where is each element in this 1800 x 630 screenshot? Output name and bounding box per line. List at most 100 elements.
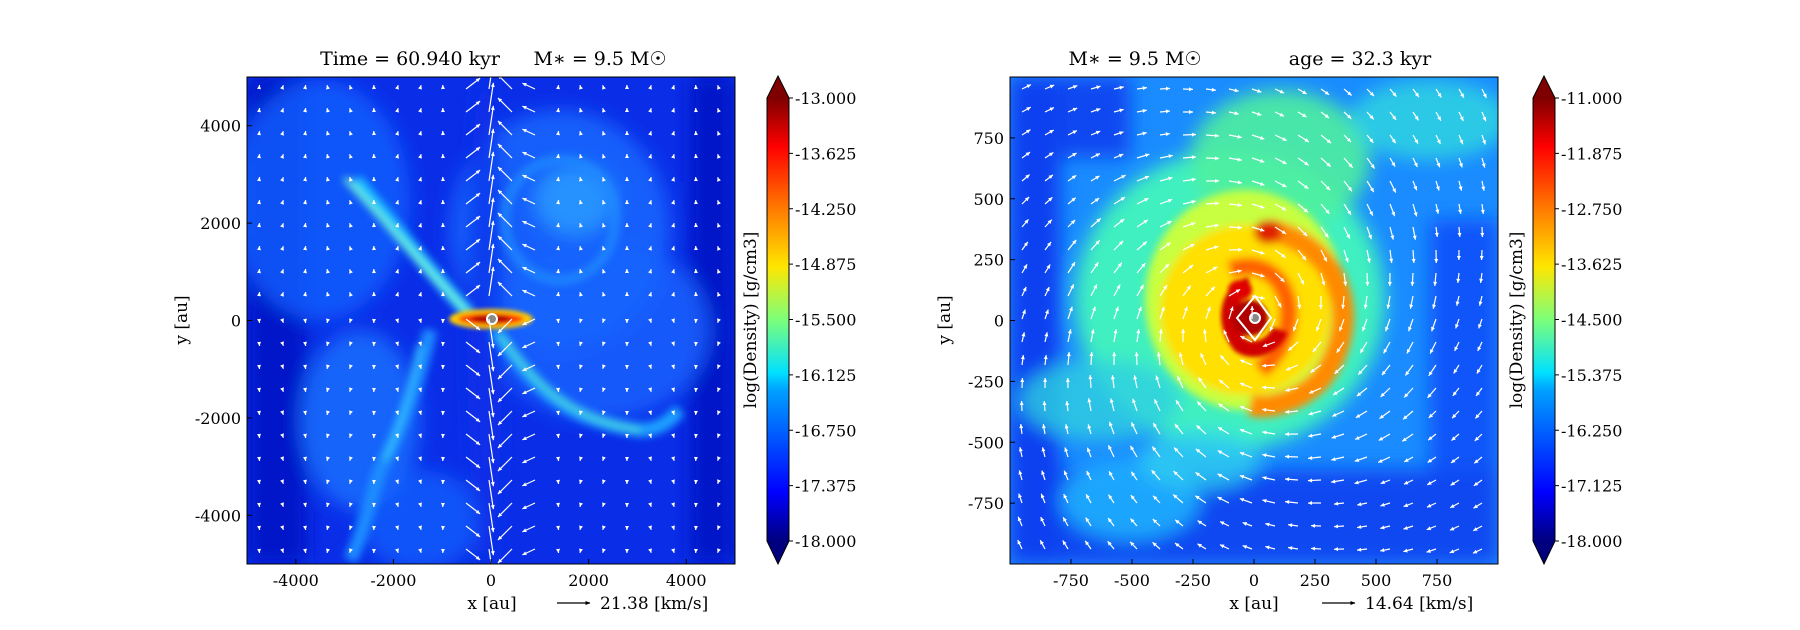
velocity-arrow-head: [1042, 424, 1046, 429]
velocity-arrow-head: [303, 269, 307, 274]
velocity-arrow-head: [579, 456, 583, 461]
velocity-arrow-head: [475, 348, 481, 353]
velocity-arrow-head: [694, 154, 698, 159]
velocity-arrow-head: [1214, 156, 1219, 161]
velocity-arrow-head: [717, 341, 721, 346]
velocity-arrow-head: [1369, 115, 1374, 120]
velocity-arrow-head: [556, 548, 560, 553]
velocity-arrow-head: [671, 177, 675, 182]
velocity-arrow-head: [1023, 264, 1028, 269]
velocity-arrow-head: [1239, 405, 1245, 410]
velocity-arrow-head: [1403, 503, 1409, 508]
velocity-arrow-head: [1288, 523, 1293, 528]
velocity-arrow-head: [1235, 289, 1241, 294]
velocity-arrow-head: [1119, 131, 1124, 136]
velocity-arrow-head: [625, 177, 629, 182]
velocity-arrow-head: [1482, 116, 1487, 122]
velocity-arrow-head: [717, 223, 721, 228]
velocity-arrow-head: [1303, 208, 1308, 213]
velocity-arrow-head: [490, 389, 495, 395]
velocity-arrow-head: [1386, 304, 1391, 309]
velocity-arrow-head: [1310, 368, 1315, 373]
velocity-arrow-head: [395, 108, 399, 113]
velocity-arrow-head: [1087, 424, 1092, 429]
velocity-arrow-head: [490, 128, 495, 134]
velocity-arrow-head: [1107, 541, 1112, 546]
velocity-arrow-head: [1237, 269, 1242, 274]
velocity-arrow-head: [1130, 445, 1135, 451]
velocity-arrow-head: [1481, 163, 1486, 168]
velocity-arrow-head: [490, 197, 495, 203]
velocity-arrow-head: [1165, 132, 1170, 137]
velocity-arrow-head: [1387, 281, 1392, 286]
velocity-arrow-head: [1018, 470, 1023, 475]
velocity-arrow-head: [648, 200, 652, 205]
velocity-arrow-head: [556, 364, 560, 369]
velocity-arrow-head: [671, 548, 675, 553]
right-y-axis-label: y [au]: [935, 295, 955, 345]
velocity-arrow-head: [717, 502, 721, 507]
left-colorbar-tick-label: -16.750: [795, 421, 856, 440]
left-xtick-label: -2000: [370, 571, 416, 590]
velocity-arrow-head: [1347, 91, 1352, 96]
velocity-arrow-head: [1163, 285, 1167, 290]
velocity-arrow-head: [1332, 412, 1337, 417]
velocity-arrow-head: [522, 82, 527, 87]
velocity-arrow-head: [490, 151, 495, 157]
velocity-arrow-head: [1432, 304, 1437, 309]
velocity-arrow-head: [1413, 162, 1418, 167]
velocity-arrow-head: [280, 200, 284, 205]
velocity-arrow-head: [1437, 116, 1441, 121]
velocity-arrow-head: [522, 128, 527, 133]
velocity-arrow-head: [1095, 175, 1100, 180]
velocity-arrow-head: [1308, 478, 1313, 483]
velocity-arrow-head: [717, 548, 721, 553]
velocity-arrow-head: [671, 318, 675, 323]
velocity-arrow-head: [418, 387, 422, 392]
velocity-arrow: [488, 341, 494, 372]
velocity-arrow-head: [1324, 114, 1329, 119]
velocity-arrow-head: [1152, 542, 1157, 547]
velocity-arrow-head: [303, 177, 307, 182]
velocity-arrow-head: [418, 341, 422, 346]
velocity-arrow-head: [1411, 258, 1416, 263]
velocity-arrow-head: [1085, 517, 1090, 523]
velocity-arrow-head: [1333, 391, 1338, 395]
velocity-arrow-head: [280, 364, 284, 369]
velocity-arrow-head: [522, 482, 527, 487]
velocity-arrow-head: [1257, 89, 1262, 93]
velocity-arrow-head: [326, 456, 330, 461]
velocity-arrow-head: [1167, 221, 1172, 225]
velocity-arrow-head: [1302, 255, 1307, 261]
velocity-arrow-head: [490, 105, 495, 111]
velocity-arrow-head: [1132, 398, 1136, 404]
velocity-arrow-head: [1089, 352, 1094, 357]
velocity-arrow: [488, 433, 494, 464]
velocity-arrow-head: [1093, 284, 1097, 289]
velocity-arrow-head: [1237, 180, 1242, 185]
right-colorbar: -11.000 -11.875 -12.750 -13.625 -14.500 -15.3…: [1507, 74, 1622, 566]
velocity-arrow-head: [1455, 301, 1460, 306]
velocity-arrow-head: [1136, 329, 1141, 334]
velocity-arrow-head: [349, 410, 353, 415]
velocity-arrow-head: [326, 525, 330, 530]
velocity-arrow-head: [625, 108, 629, 113]
left-ytick-label: -4000: [195, 506, 241, 525]
velocity-arrow-head: [602, 223, 606, 228]
velocity-arrow-head: [1164, 263, 1170, 269]
velocity-arrow-head: [1453, 369, 1458, 374]
velocity-arrow-head: [1262, 453, 1267, 458]
velocity-arrow-head: [1326, 162, 1331, 167]
velocity-arrow-head: [1316, 326, 1320, 332]
velocity-arrow-head: [1121, 175, 1126, 179]
right-xtick-label: 750: [1422, 571, 1453, 590]
velocity-arrow-head: [257, 200, 261, 205]
velocity-arrow-head: [1197, 401, 1202, 406]
left-colorbar-tick-label: -14.875: [795, 255, 856, 274]
velocity-arrow-head: [1358, 370, 1363, 375]
velocity-arrow-head: [349, 548, 353, 553]
velocity-arrow-head: [326, 364, 330, 369]
velocity-arrow-head: [1476, 391, 1481, 397]
velocity-arrow-head: [1019, 401, 1024, 406]
velocity-arrow-head: [1308, 501, 1313, 506]
